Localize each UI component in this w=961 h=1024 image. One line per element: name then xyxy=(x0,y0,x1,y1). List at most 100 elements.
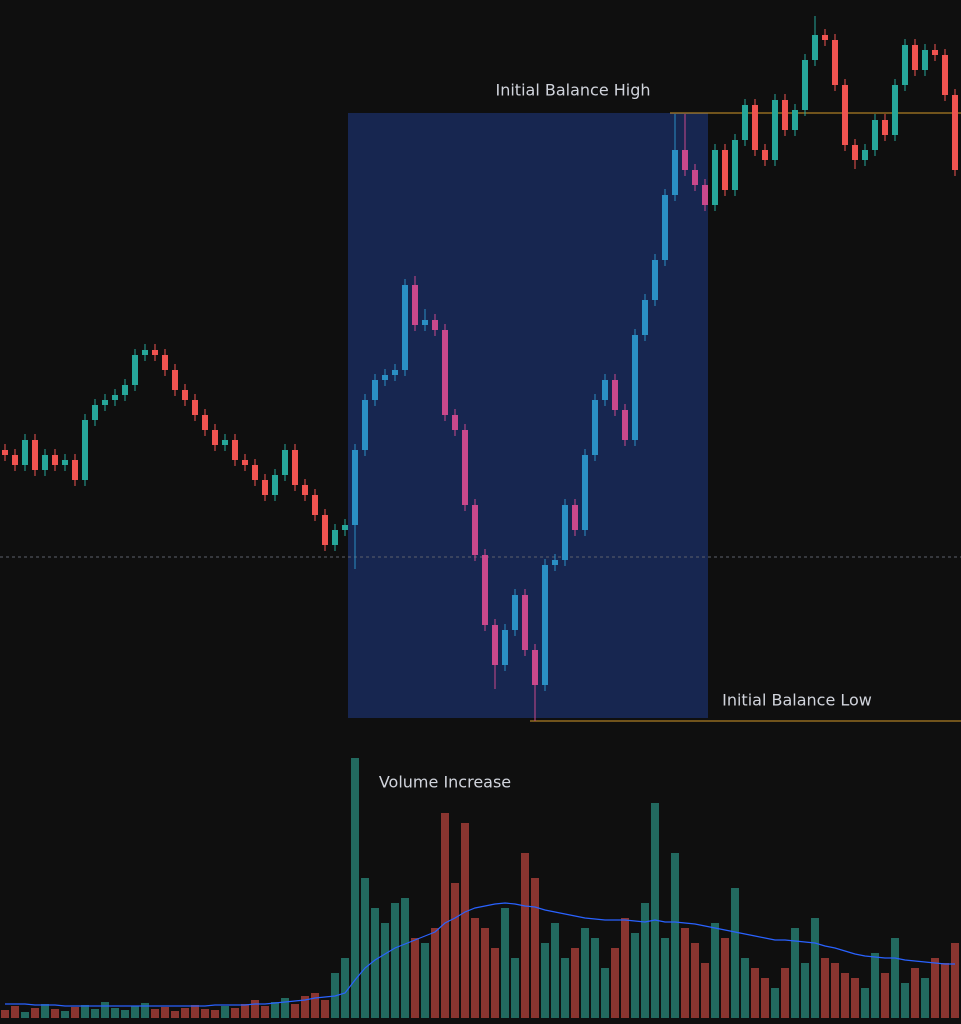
candle-body xyxy=(282,450,288,475)
volume-bar xyxy=(731,888,739,1018)
volume-bar xyxy=(581,928,589,1018)
candle-body xyxy=(262,480,268,495)
candle-body xyxy=(802,60,808,110)
volume-bar xyxy=(161,1007,169,1018)
volume-bar xyxy=(141,1003,149,1018)
candle-body xyxy=(492,625,498,665)
candle-body xyxy=(12,455,18,465)
candle-body xyxy=(872,120,878,150)
candle-body xyxy=(812,35,818,60)
volume-bar xyxy=(341,958,349,1018)
volume-bar xyxy=(91,1009,99,1018)
volume-bar xyxy=(291,1004,299,1018)
volume-bar xyxy=(401,898,409,1018)
candle-body xyxy=(192,400,198,415)
volume-bar xyxy=(911,968,919,1018)
volume-bar xyxy=(821,958,829,1018)
volume-bar xyxy=(1,1010,9,1018)
candle-body xyxy=(852,145,858,160)
volume-bar xyxy=(261,1006,269,1018)
candle-body xyxy=(652,260,658,300)
candle-body xyxy=(752,105,758,150)
candle-body xyxy=(2,450,8,455)
candle-body xyxy=(642,300,648,335)
volume-bar xyxy=(471,918,479,1018)
volume-bar xyxy=(421,943,429,1018)
candle-body xyxy=(62,460,68,465)
volume-bar xyxy=(711,923,719,1018)
volume-bar xyxy=(551,923,559,1018)
volume-bar xyxy=(301,996,309,1018)
candle-body xyxy=(332,530,338,545)
volume-bar xyxy=(951,943,959,1018)
volume-bar xyxy=(791,928,799,1018)
candle-body xyxy=(822,35,828,40)
candle-body xyxy=(242,460,248,465)
volume-bar xyxy=(71,1007,79,1018)
volume-bar xyxy=(451,883,459,1018)
volume-bar xyxy=(941,963,949,1018)
candle-body xyxy=(602,380,608,400)
candle-body xyxy=(122,385,128,395)
candle-body xyxy=(772,100,778,160)
candle-body xyxy=(572,505,578,530)
volume-bar xyxy=(361,878,369,1018)
candle-body xyxy=(952,95,958,170)
volume-bar xyxy=(691,943,699,1018)
volume-bar xyxy=(311,993,319,1018)
volume-bar xyxy=(171,1011,179,1018)
candle-body xyxy=(472,505,478,555)
volume-bar xyxy=(191,1005,199,1018)
candle-body xyxy=(392,370,398,375)
volume-bar xyxy=(891,938,899,1018)
volume-bar xyxy=(631,933,639,1018)
volume-bar xyxy=(391,903,399,1018)
volume-bar xyxy=(751,968,759,1018)
volume-bar xyxy=(491,948,499,1018)
candle-body xyxy=(722,150,728,190)
volume-bar xyxy=(841,973,849,1018)
volume-bar xyxy=(621,918,629,1018)
candle-body xyxy=(202,415,208,430)
candle-body xyxy=(432,320,438,330)
candle-body xyxy=(832,40,838,85)
candle-body xyxy=(382,375,388,380)
candle-body xyxy=(862,150,868,160)
candle-body xyxy=(542,565,548,685)
candle-body xyxy=(452,415,458,430)
volume-bar xyxy=(81,1005,89,1018)
volume-bar xyxy=(371,908,379,1018)
candle-body xyxy=(212,430,218,445)
volume-bar xyxy=(281,998,289,1018)
candle-body xyxy=(892,85,898,135)
candle-body xyxy=(422,320,428,325)
volume-bar xyxy=(851,978,859,1018)
candle-body xyxy=(32,440,38,470)
volume-bar xyxy=(671,853,679,1018)
candle-body xyxy=(942,55,948,95)
candle-body xyxy=(552,560,558,565)
candle-body xyxy=(342,525,348,530)
candle-body xyxy=(172,370,178,390)
volume-bar xyxy=(901,983,909,1018)
candle-body xyxy=(232,440,238,460)
candle-body xyxy=(762,150,768,160)
candle-body xyxy=(322,515,328,545)
volume-bar xyxy=(741,958,749,1018)
candle-body xyxy=(272,475,278,495)
candle-body xyxy=(362,400,368,450)
volume-bar xyxy=(781,968,789,1018)
volume-bar xyxy=(61,1011,69,1018)
candle-body xyxy=(102,400,108,405)
candle-body xyxy=(682,150,688,170)
volume-bar xyxy=(931,958,939,1018)
candle-body xyxy=(42,455,48,470)
candle-body xyxy=(592,400,598,455)
volume-bar xyxy=(151,1009,159,1018)
candle-body xyxy=(582,455,588,530)
candle-body xyxy=(632,335,638,440)
volume-bar xyxy=(111,1008,119,1018)
candle-body xyxy=(522,595,528,650)
volume-bar xyxy=(511,958,519,1018)
volume-bar xyxy=(131,1006,139,1018)
